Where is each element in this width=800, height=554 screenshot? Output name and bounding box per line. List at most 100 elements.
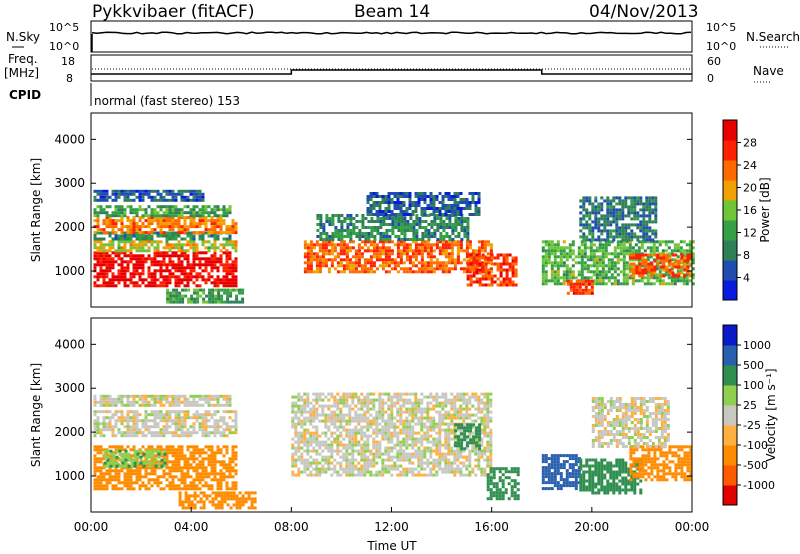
scatter-cell [147, 257, 151, 261]
scatter-cell [195, 475, 199, 479]
scatter-cell [375, 213, 379, 216]
scatter-cell [312, 458, 316, 462]
scatter-cell [484, 256, 488, 260]
scatter-cell [621, 208, 625, 212]
scatter-cell [105, 484, 109, 488]
scatter-cell [412, 235, 416, 238]
scatter-cell [105, 219, 109, 223]
scatter-cell [598, 249, 602, 253]
scatter-cell [210, 246, 214, 250]
scatter-cell [650, 274, 654, 278]
scatter-cell [339, 252, 343, 256]
scatter-cell [132, 254, 136, 258]
scatter-cell [219, 281, 223, 285]
scatter-cell [195, 484, 199, 488]
scatter-cell [250, 497, 254, 501]
scatter-cell [114, 278, 118, 282]
scatter-cell [589, 252, 593, 256]
scatter-cell [382, 220, 386, 223]
scatter-cell [625, 279, 629, 283]
scatter-cell [444, 270, 448, 274]
scatter-cell [150, 231, 154, 235]
scatter-cell [411, 261, 415, 265]
scatter-cell [466, 283, 470, 287]
scatter-cell [342, 246, 346, 250]
scatter-cell [632, 253, 636, 257]
scatter-cell [144, 208, 148, 212]
scatter-cell [168, 445, 172, 449]
scatter-cell [294, 431, 298, 435]
scatter-cell [201, 425, 205, 429]
scatter-cell [214, 494, 218, 498]
scatter-cell [168, 460, 172, 464]
scatter-cell [594, 196, 598, 200]
scatter-cell [444, 213, 448, 216]
scatter-cell [474, 207, 478, 210]
scatter-cell [426, 246, 430, 250]
scatter-cell [210, 234, 214, 238]
scatter-cell [177, 278, 181, 282]
scatter-cell [625, 264, 629, 268]
scatter-cell [297, 470, 301, 474]
scatter-cell [96, 231, 100, 235]
scatter-cell [600, 232, 604, 236]
scatter-cell [550, 270, 554, 274]
scatter-cell [147, 413, 151, 417]
scatter-cell [114, 434, 118, 438]
scatter-cell [315, 470, 319, 474]
scatter-cell [150, 195, 154, 199]
scatter-cell [400, 238, 404, 241]
scatter-cell [303, 401, 307, 405]
scatter-cell [588, 226, 592, 230]
scatter-cell [646, 246, 650, 250]
scatter-cell [201, 451, 205, 455]
scatter-cell [321, 249, 325, 253]
scatter-cell [568, 252, 572, 256]
scatter-cell [171, 189, 175, 193]
scatter-cell [144, 425, 148, 429]
scatter-cell [385, 238, 389, 241]
scatter-cell [150, 484, 154, 488]
scatter-cell [93, 478, 97, 482]
scatter-cell [178, 300, 182, 304]
scatter-cell [668, 262, 672, 266]
scatter-cell [312, 425, 316, 429]
scatter-cell [117, 272, 121, 276]
scatter-cell [180, 475, 184, 479]
scatter-cell [568, 246, 572, 250]
scatter-cell [195, 487, 199, 491]
scatter-cell [127, 455, 131, 459]
scatter-cell [378, 210, 382, 213]
scatter-cell [433, 223, 437, 226]
scatter-cell [126, 410, 130, 414]
scatter-cell [105, 195, 109, 199]
scatter-cell [115, 461, 119, 465]
scatter-cell [559, 264, 563, 268]
scatter-cell [213, 457, 217, 461]
scatter-cell [547, 261, 551, 265]
scatter-cell [99, 448, 103, 452]
scatter-cell [129, 469, 133, 473]
scatter-cell [189, 445, 193, 449]
scatter-cell [424, 220, 428, 223]
scatter-cell [189, 216, 193, 220]
scatter-cell [607, 276, 611, 280]
scatter-cell [336, 407, 340, 411]
scatter-cell [300, 461, 304, 465]
scatter-cell [172, 297, 176, 301]
scatter-cell [321, 443, 325, 447]
scatter-cell [408, 243, 412, 247]
scatter-cell [169, 291, 173, 295]
scatter-cell [601, 261, 605, 265]
scatter-cell [228, 469, 232, 473]
scatter-cell [384, 213, 388, 216]
scatter-cell [105, 263, 109, 267]
scatter-cell [466, 232, 470, 235]
scatter-cell [420, 258, 424, 262]
scatter-cell [597, 202, 601, 206]
scatter-cell [348, 419, 352, 423]
scatter-cell [303, 252, 307, 256]
scatter-cell [120, 413, 124, 417]
scatter-cell [150, 469, 154, 473]
scatter-cell [210, 219, 214, 223]
